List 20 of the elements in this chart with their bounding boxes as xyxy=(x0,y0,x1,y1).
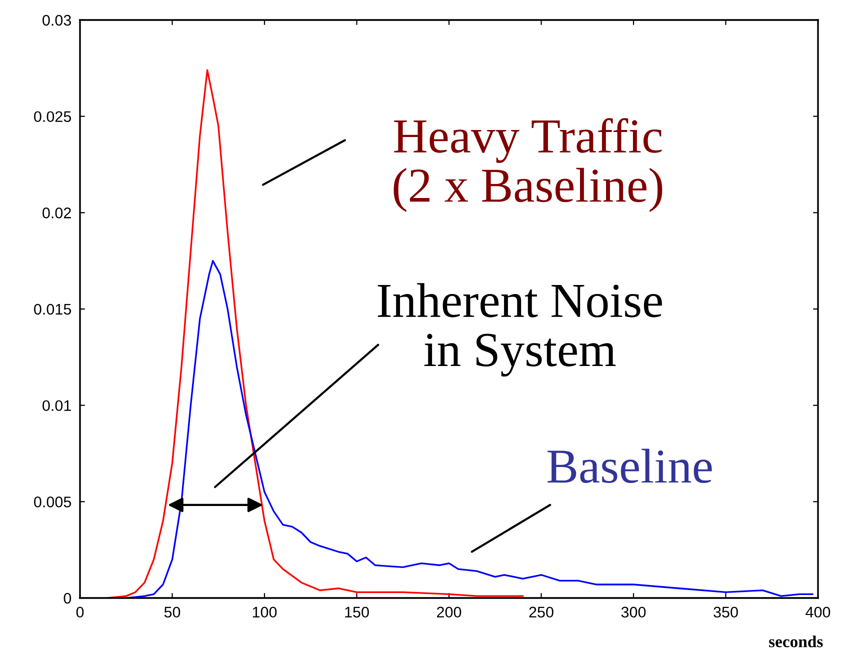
y-tick-label: 0 xyxy=(64,592,72,604)
annotation: Heavy Traffic (2 x Baseline) xyxy=(394,118,662,212)
x-tick-label: 250 xyxy=(529,606,554,618)
x-tick-label: 100 xyxy=(252,606,277,618)
x-tick-label: 50 xyxy=(164,606,180,618)
y-tick-label: 0.025 xyxy=(34,111,72,122)
y-tick-label: 0.01 xyxy=(42,400,71,412)
annotation: Inherent Noise in System xyxy=(378,283,662,376)
y-tick-label: 0.03 xyxy=(42,14,71,26)
x-tick-label: 150 xyxy=(345,606,369,618)
x-tick-label: 400 xyxy=(806,606,830,618)
x-tick-label: 200 xyxy=(437,606,462,618)
annotation: Baseline xyxy=(548,448,712,484)
y-tick-label: 0.005 xyxy=(34,496,72,508)
y-tick-label: 0.02 xyxy=(42,208,71,218)
x-tick-label: 300 xyxy=(621,606,646,618)
x-tick-label: 0 xyxy=(76,606,84,618)
x-axis-title: seconds xyxy=(769,636,823,648)
y-tick-label: 0.015 xyxy=(34,304,72,315)
x-tick-label: 350 xyxy=(714,606,738,618)
